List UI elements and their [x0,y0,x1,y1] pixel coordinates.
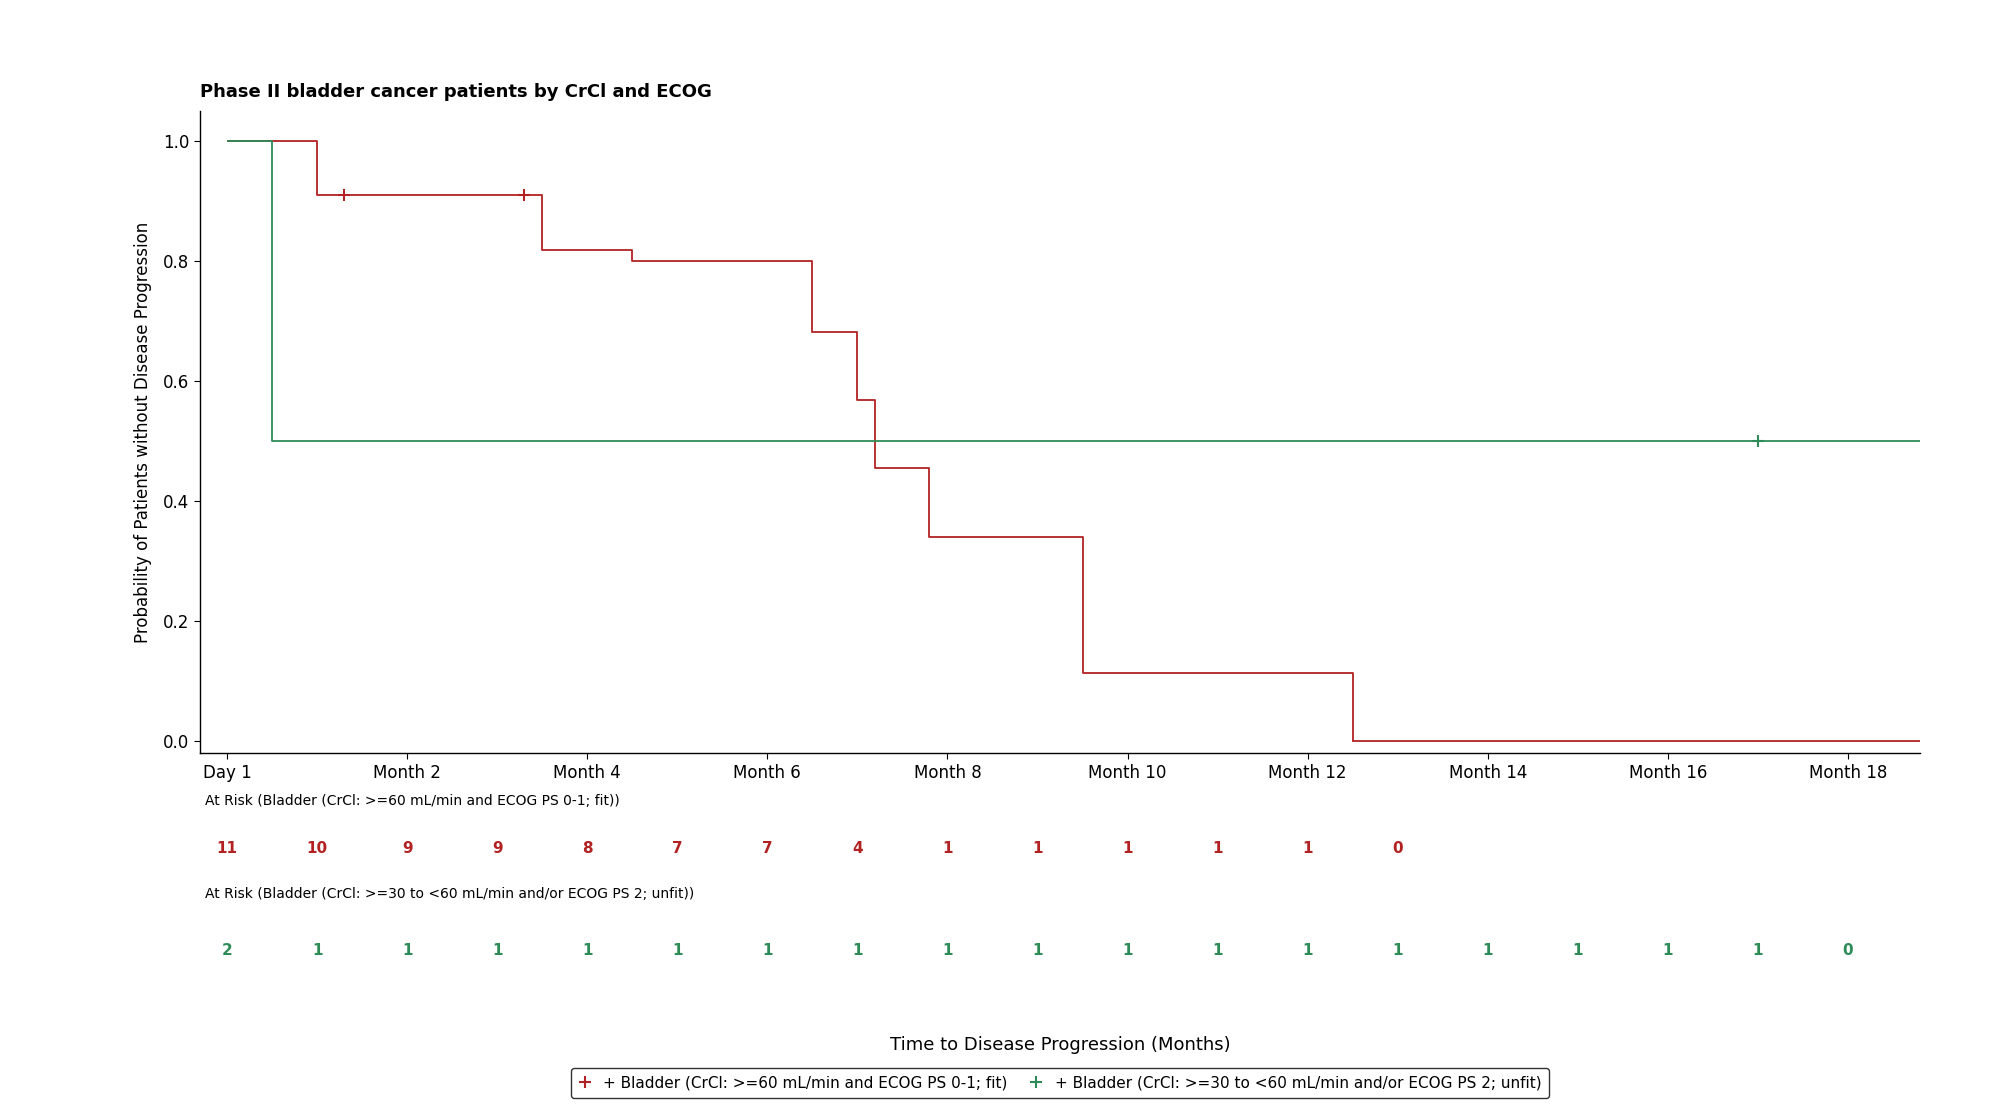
Text: 1: 1 [492,943,502,958]
Text: 7: 7 [672,841,682,855]
Text: 1: 1 [1302,841,1312,855]
Text: 1: 1 [312,943,322,958]
Text: 8: 8 [582,841,592,855]
Text: 10: 10 [306,841,328,855]
Text: 0: 0 [1392,841,1404,855]
Text: 1: 1 [672,943,682,958]
Text: 9: 9 [402,841,412,855]
Text: 1: 1 [852,943,862,958]
Text: 1: 1 [942,943,952,958]
Text: 1: 1 [1752,943,1764,958]
Text: 1: 1 [1032,943,1042,958]
Text: 1: 1 [1212,841,1222,855]
Text: 1: 1 [762,943,772,958]
Text: Phase II bladder cancer patients by CrCl and ECOG: Phase II bladder cancer patients by CrCl… [200,83,712,101]
Text: 1: 1 [402,943,412,958]
Text: 11: 11 [216,841,238,855]
Text: 1: 1 [1662,943,1674,958]
Legend: + Bladder (CrCl: >=60 mL/min and ECOG PS 0-1; fit), + Bladder (CrCl: >=30 to <60: + Bladder (CrCl: >=60 mL/min and ECOG PS… [570,1068,1550,1098]
Text: 9: 9 [492,841,502,855]
Text: 1: 1 [582,943,592,958]
Text: 1: 1 [942,841,952,855]
Text: 1: 1 [1392,943,1402,958]
Text: 1: 1 [1482,943,1492,958]
Text: 1: 1 [1212,943,1222,958]
Text: 1: 1 [1302,943,1312,958]
Text: 7: 7 [762,841,772,855]
Text: 1: 1 [1122,943,1132,958]
Y-axis label: Probability of Patients without Disease Progression: Probability of Patients without Disease … [134,222,152,643]
Text: At Risk (Bladder (CrCl: >=60 mL/min and ECOG PS 0-1; fit)): At Risk (Bladder (CrCl: >=60 mL/min and … [204,794,620,808]
Text: 1: 1 [1572,943,1584,958]
Text: 2: 2 [222,943,232,958]
Text: 1: 1 [1122,841,1132,855]
Text: 0: 0 [1842,943,1854,958]
Text: At Risk (Bladder (CrCl: >=30 to <60 mL/min and/or ECOG PS 2; unfit)): At Risk (Bladder (CrCl: >=30 to <60 mL/m… [204,888,694,901]
Text: 1: 1 [1032,841,1042,855]
Text: 4: 4 [852,841,862,855]
Text: Time to Disease Progression (Months): Time to Disease Progression (Months) [890,1036,1230,1054]
